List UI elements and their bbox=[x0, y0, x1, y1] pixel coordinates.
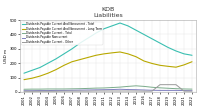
Y-axis label: USD m: USD m bbox=[4, 49, 8, 63]
Legend: Dividends Payable Current And Noncurrent - Total, Dividends Payable Current And : Dividends Payable Current And Noncurrent… bbox=[21, 22, 103, 45]
Title: KDB
Liabilities: KDB Liabilities bbox=[93, 7, 123, 18]
